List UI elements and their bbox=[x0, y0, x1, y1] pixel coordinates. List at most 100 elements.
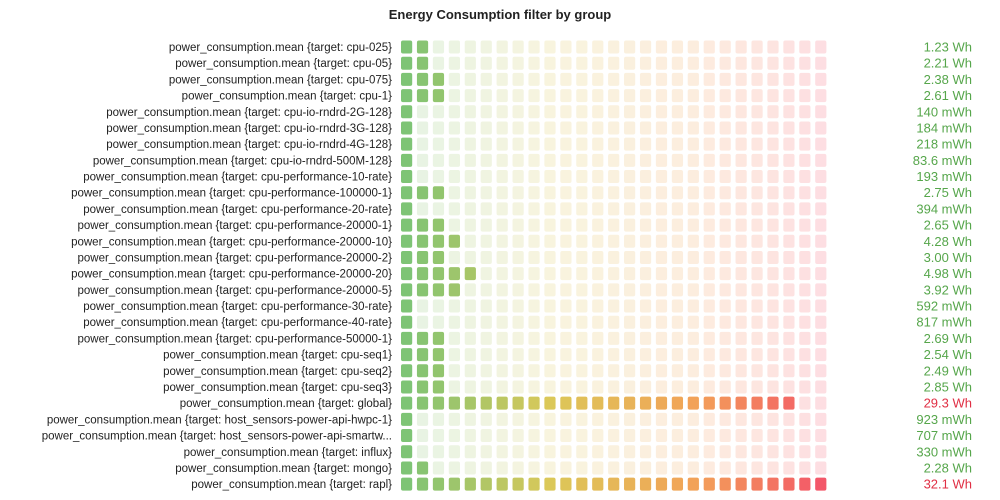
bar-cell-empty bbox=[448, 315, 460, 329]
bar-cell-empty bbox=[432, 202, 445, 216]
bar-cell-empty bbox=[719, 250, 731, 264]
bar-cell-filled bbox=[416, 72, 429, 86]
bar-cell-empty bbox=[480, 234, 492, 248]
bar-row: power_consumption.mean {target: cpu-075}… bbox=[169, 72, 972, 87]
bar-cell-filled bbox=[432, 348, 445, 362]
bar-cell-empty bbox=[512, 40, 524, 54]
bar-cell-empty bbox=[639, 445, 652, 459]
series-label: power_consumption.mean {target: cpu-seq1… bbox=[163, 350, 392, 362]
bar-cell-filled bbox=[687, 477, 699, 491]
bar-cell-empty bbox=[496, 72, 508, 86]
bar-cell-empty bbox=[799, 299, 811, 313]
bar-cell-empty bbox=[544, 348, 556, 362]
bar-cell-empty bbox=[528, 170, 540, 184]
bar-cell-empty bbox=[719, 186, 731, 200]
bar-cell-empty bbox=[432, 153, 445, 167]
bar-cell-empty bbox=[528, 56, 540, 70]
bar-cell-empty bbox=[783, 170, 795, 184]
bar-cell-filled bbox=[432, 72, 445, 86]
bar-cell-empty bbox=[735, 331, 747, 345]
bar-cell-empty bbox=[464, 461, 476, 475]
bar-cell-empty bbox=[703, 89, 715, 103]
bar-cell-empty bbox=[480, 412, 492, 426]
bar-cell-empty bbox=[735, 56, 747, 70]
bar-cell-empty bbox=[655, 250, 668, 264]
bar-cell-empty bbox=[576, 331, 588, 345]
bar-cell-filled bbox=[735, 396, 747, 410]
series-label: power_consumption.mean {target: cpu-io-r… bbox=[106, 107, 392, 119]
series-label: power_consumption.mean {target: cpu-seq2… bbox=[163, 366, 392, 378]
bar-cell-empty bbox=[464, 315, 476, 329]
series-label: power_consumption.mean {target: host_sen… bbox=[42, 431, 392, 443]
bar-cell-empty bbox=[560, 267, 572, 281]
bar-cell-empty bbox=[655, 89, 668, 103]
series-label: power_consumption.mean {target: cpu-io-r… bbox=[106, 123, 392, 135]
bar-cell-empty bbox=[624, 89, 636, 103]
bar-cell-empty bbox=[703, 331, 715, 345]
panel-title: Energy Consumption filter by group bbox=[388, 7, 612, 22]
bar-cell-empty bbox=[799, 40, 811, 54]
bar-cell-empty bbox=[751, 40, 763, 54]
bar-cell-empty bbox=[496, 331, 508, 345]
bar-cell-empty bbox=[751, 137, 763, 151]
bar-row: power_consumption.mean {target: global} 2… bbox=[180, 396, 972, 411]
bar-cell-filled bbox=[624, 477, 636, 491]
bar-cell-empty bbox=[639, 348, 652, 362]
bar-cell-empty bbox=[735, 105, 747, 119]
bar-cell-empty bbox=[735, 348, 747, 362]
bar-cell-empty bbox=[735, 364, 747, 378]
bar-cell-empty bbox=[608, 121, 620, 135]
bar-cell-empty bbox=[639, 56, 652, 70]
bar-cell-empty bbox=[751, 299, 763, 313]
bar-cell-empty bbox=[592, 218, 604, 232]
bar-cell-empty bbox=[512, 89, 524, 103]
bar-cell-empty bbox=[576, 137, 588, 151]
bar-cell-empty bbox=[480, 364, 492, 378]
bar-cell-filled bbox=[416, 283, 429, 297]
bar-cell-empty bbox=[735, 380, 747, 394]
bar-cell-empty bbox=[687, 89, 699, 103]
bar-cell-empty bbox=[592, 299, 604, 313]
bar-cell-empty bbox=[735, 170, 747, 184]
bar-cell-empty bbox=[448, 380, 460, 394]
bar-cell-empty bbox=[655, 234, 668, 248]
bar-cell-filled bbox=[432, 283, 445, 297]
bar-cell-empty bbox=[576, 105, 588, 119]
bar-cell-filled bbox=[401, 380, 413, 394]
bar-cell-empty bbox=[480, 461, 492, 475]
bar-cell-empty bbox=[671, 234, 684, 248]
bar-cell-empty bbox=[512, 348, 524, 362]
bar-cell-filled bbox=[624, 396, 636, 410]
bar-cell-empty bbox=[528, 250, 540, 264]
bar-cell-empty bbox=[608, 445, 620, 459]
bar-cell-empty bbox=[767, 234, 779, 248]
bar-cell-empty bbox=[544, 72, 556, 86]
bar-cell-empty bbox=[687, 380, 699, 394]
bar-cell-empty bbox=[783, 105, 795, 119]
bar-cell-empty bbox=[671, 380, 684, 394]
bar-cell-empty bbox=[687, 137, 699, 151]
bar-cell-empty bbox=[512, 445, 524, 459]
bar-cell-filled bbox=[432, 380, 445, 394]
bar-cell-empty bbox=[655, 72, 668, 86]
bar-cell-empty bbox=[560, 331, 572, 345]
bar-cell-empty bbox=[671, 72, 684, 86]
bar-cell-empty bbox=[815, 250, 827, 264]
series-label: power_consumption.mean {target: cpu-perf… bbox=[83, 301, 392, 313]
bar-cell-empty bbox=[671, 331, 684, 345]
bar-cell-empty bbox=[783, 364, 795, 378]
bar-cell-empty bbox=[751, 461, 763, 475]
bar-cell-empty bbox=[512, 56, 524, 70]
bar-cell-empty bbox=[544, 315, 556, 329]
bar-cell-empty bbox=[448, 461, 460, 475]
bar-cell-empty bbox=[624, 380, 636, 394]
bar-cell-empty bbox=[655, 348, 668, 362]
bar-cell-empty bbox=[815, 72, 827, 86]
bar-cell-empty bbox=[624, 56, 636, 70]
bar-cell-empty bbox=[687, 202, 699, 216]
value-label: 4.28 Wh bbox=[924, 234, 972, 249]
value-label: 2.65 Wh bbox=[924, 218, 972, 233]
bar-cell-empty bbox=[703, 170, 715, 184]
bar-cell-filled bbox=[719, 477, 731, 491]
value-label: 140 mWh bbox=[916, 104, 972, 119]
